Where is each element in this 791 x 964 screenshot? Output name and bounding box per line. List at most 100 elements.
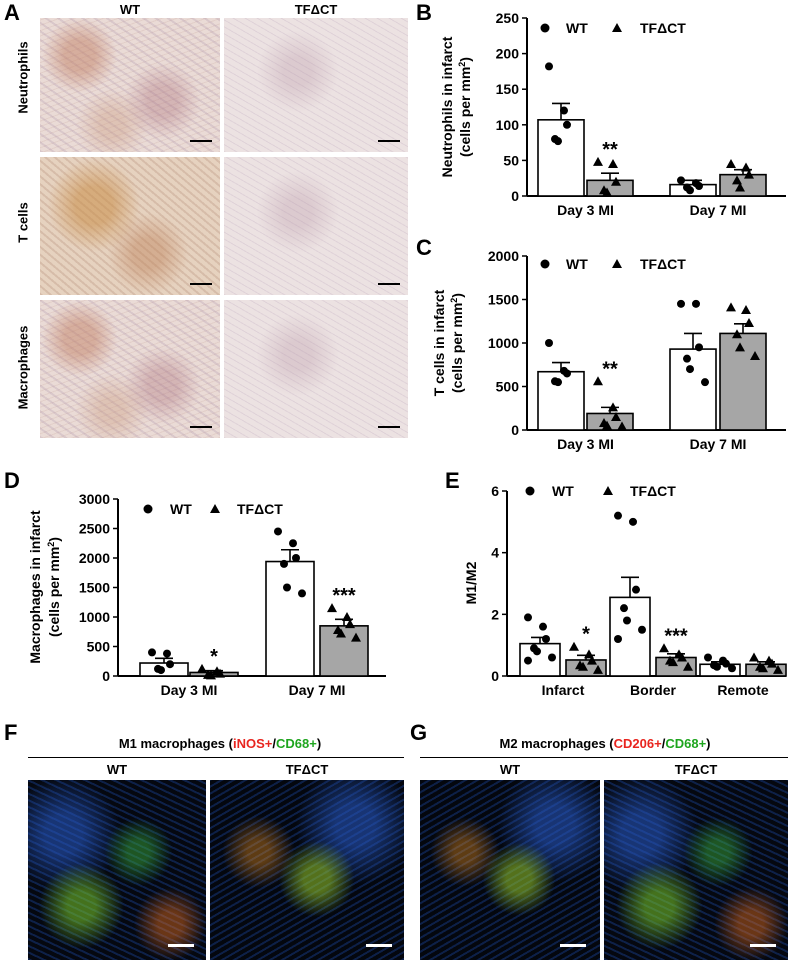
chart-c-point-wt (545, 339, 553, 347)
chart-d-point-wt (292, 554, 300, 562)
panel-f-title-green: CD68+ (275, 736, 317, 751)
chart-d-significance: * (210, 646, 218, 668)
chart-d-point-wt (274, 527, 282, 536)
scale-bar (378, 426, 400, 428)
chart-c-point-wt (677, 299, 685, 308)
chart-e-point-wt (620, 604, 628, 613)
chart-e-point-tf (683, 661, 693, 671)
chart-b-point-tf (735, 182, 745, 192)
chart-e-point-wt (704, 653, 712, 662)
ihc-image-neutrophils-tf (224, 18, 408, 152)
panel-label-b: B (416, 0, 432, 25)
ihc-image-macrophages-tf (224, 300, 408, 438)
chart-d-point-tf (336, 628, 346, 638)
chart-b-y-tick-label: 0 (511, 188, 519, 204)
chart-b-point-wt (560, 106, 568, 115)
chart-e-point-tf (677, 652, 687, 662)
panel-f-title: M1 macrophages (iNOS+/CD68+) (30, 736, 410, 751)
chart-c-point-tf (732, 329, 742, 339)
chart-c-y-tick-label: 500 (496, 379, 520, 395)
chart-c-point-tf (617, 421, 627, 431)
chart-e-point-tf (659, 643, 669, 653)
chart-c-point-tf (741, 304, 751, 314)
chart-e-point-tf (668, 657, 678, 667)
scale-bar (168, 944, 194, 947)
chart-d-y-label: Macrophages in infarct (27, 510, 43, 664)
chart-e-y-label: M1/M2 (463, 561, 479, 604)
chart-e-point-wt (542, 635, 550, 643)
panel-label-d: D (4, 468, 20, 493)
panel-label-c: C (416, 235, 432, 260)
chart-c-point-tf (593, 376, 603, 386)
chart-d-significance: *** (332, 585, 356, 607)
chart-e-point-wt (728, 664, 736, 673)
chart-e-point-tf (593, 664, 603, 674)
chart-e-point-wt (713, 662, 721, 671)
chart-d-point-tf (345, 619, 355, 629)
chart-d-y-tick-label: 0 (102, 668, 110, 684)
chart-c-y-label: T cells in infarct (431, 289, 447, 396)
chart-e-legend-wt-label: WT (552, 483, 574, 499)
chart-b-point-tf (593, 156, 603, 166)
chart-e-point-wt (623, 616, 631, 625)
chart-b-point-wt (695, 182, 703, 191)
chart-c-category-label: Day 7 MI (690, 436, 747, 452)
chart-e-y-tick-label: 4 (491, 545, 499, 561)
chart-e-point-tf (767, 658, 777, 668)
chart-b-legend-tf-label: TFΔCT (640, 20, 686, 36)
chart-d-point-wt (280, 559, 288, 568)
fluor-image-m2-tf (604, 780, 788, 960)
chart-d-point-tf (342, 612, 352, 621)
chart-b-point-tf (741, 162, 751, 172)
chart-e-point-tf (758, 663, 768, 673)
chart-c-point-wt (692, 299, 700, 308)
chart-e-point-tf (584, 649, 594, 659)
chart-d-point-tf (327, 603, 337, 613)
chart-e-point-wt (614, 511, 622, 520)
chart-d-point-tf (215, 668, 225, 678)
panel-g-divider (420, 757, 788, 758)
chart-d-y-tick-label: 1000 (79, 609, 110, 625)
panel-a-col-tf: TFΔCT (294, 2, 338, 17)
chart-c-point-wt (563, 369, 571, 378)
chart-e-legend-tf-marker (603, 486, 613, 495)
panel-g-title-slash: / (661, 736, 666, 751)
panel-g-title-green: CD68+ (665, 736, 707, 751)
chart-b-point-tf (611, 176, 621, 186)
chart-c-significance: ** (602, 358, 618, 380)
chart-c-point-wt (554, 378, 562, 387)
chart-c-point-tf (750, 351, 760, 361)
chart-d-y-tick-label: 1500 (79, 580, 110, 596)
chart-b-point-wt (677, 176, 685, 185)
chart-b-category-label: Day 7 MI (690, 202, 747, 218)
chart-d-point-wt (157, 666, 165, 675)
chart-c-legend-tf-label: TFΔCT (640, 256, 686, 272)
fluor-image-m2-wt (420, 780, 600, 960)
chart-c-point-wt (686, 365, 694, 374)
chart-e-legend-tf-label: TFΔCT (630, 483, 676, 499)
chart-b-significance: ** (602, 139, 618, 161)
chart-b-y-tick-label: 150 (496, 81, 520, 97)
chart-e-point-wt (539, 622, 547, 631)
chart-c-point-tf (611, 411, 621, 421)
chart-c-legend-wt-label: WT (566, 256, 588, 272)
chart-c-point-tf (602, 420, 612, 430)
chart-b-category-label: Day 3 MI (557, 202, 614, 218)
ihc-image-macrophages-wt (40, 300, 220, 438)
chart-c-y-tick-label: 2000 (488, 248, 519, 264)
chart-b-point-tf (726, 158, 736, 168)
panel-f-divider (28, 757, 404, 758)
chart-e-point-tf (773, 664, 783, 674)
scale-bar (190, 426, 212, 428)
chart-c-point-wt (701, 378, 709, 387)
chart-d-point-wt (283, 583, 291, 592)
chart-e-y-tick-label: 2 (491, 606, 499, 622)
scale-bar (366, 944, 392, 947)
chart-d-y-tick-label: 3000 (79, 491, 110, 507)
chart-e-point-wt (524, 613, 532, 622)
fluor-image-m1-tf (210, 780, 404, 960)
chart-d-legend-tf-marker (210, 504, 220, 513)
chart-e-point-tf (587, 655, 597, 665)
chart-d-legend-wt-marker (143, 504, 153, 514)
chart-c-point-tf (608, 402, 618, 412)
